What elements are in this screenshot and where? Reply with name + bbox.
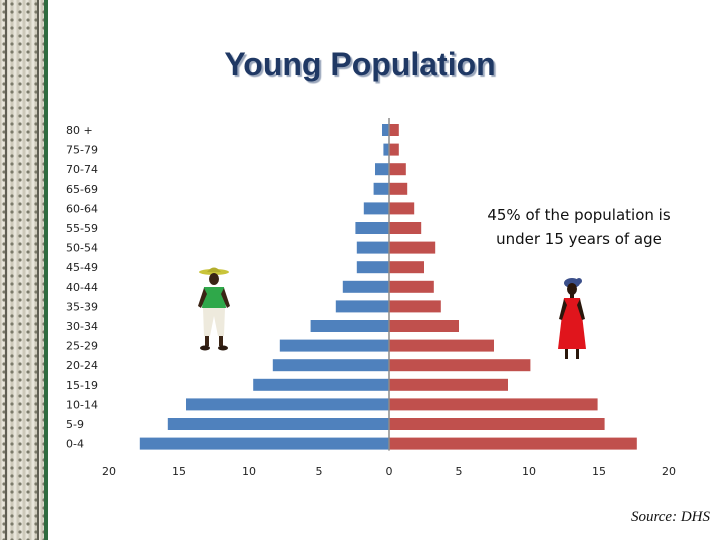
y-tick-label: 45-49: [66, 261, 98, 274]
bar-right: [389, 124, 399, 136]
bar-left: [342, 280, 389, 293]
bar-left: [335, 300, 389, 313]
y-tick-label: 50-54: [66, 242, 98, 255]
bar-right: [389, 378, 508, 391]
bar-right: [389, 418, 605, 430]
bar-right: [389, 280, 434, 293]
bar-right: [389, 163, 406, 176]
decorative-border: [0, 0, 44, 540]
y-tick-label: 30-34: [66, 320, 98, 333]
bar-left: [253, 378, 389, 391]
bar-left: [186, 398, 389, 411]
chart-title: Young Population: [224, 46, 496, 82]
x-tick-label: 10: [242, 465, 256, 478]
x-tick-label: 10: [522, 465, 536, 478]
bar-right: [389, 261, 424, 274]
y-tick-label: 0-4: [66, 438, 84, 451]
y-tick-label: 75-79: [66, 144, 98, 157]
bar-left: [383, 143, 389, 156]
bar-right: [389, 241, 436, 254]
bar-left: [382, 124, 389, 136]
bar-right: [389, 202, 415, 215]
x-tick-label: 20: [102, 465, 116, 478]
x-tick-label: 0: [386, 465, 393, 478]
bar-left: [310, 320, 389, 332]
y-tick-label: 40-44: [66, 281, 98, 294]
bar-right: [389, 182, 408, 195]
y-tick-label: 15-19: [66, 379, 98, 392]
bar-left: [139, 437, 389, 450]
bar-right: [389, 222, 422, 234]
bar-left: [279, 339, 389, 352]
x-tick-label: 15: [172, 465, 186, 478]
bar-right: [389, 398, 598, 411]
bar-right: [389, 143, 399, 156]
x-tick-label: 15: [592, 465, 606, 478]
y-tick-label: 10-14: [66, 398, 98, 411]
bar-left: [167, 418, 389, 430]
bar-left: [356, 261, 389, 274]
y-tick-label: 5-9: [66, 418, 84, 431]
bar-right: [389, 300, 441, 313]
bar-left: [373, 182, 389, 195]
bar-left: [356, 241, 389, 254]
bar-left: [375, 163, 389, 176]
y-tick-label: 80 +: [66, 124, 93, 137]
bar-right: [389, 359, 531, 372]
decorative-border-edge: [44, 0, 48, 540]
bar-right: [389, 339, 494, 352]
bar-right: [389, 320, 459, 332]
y-tick-label: 25-29: [66, 340, 98, 353]
y-tick-label: 55-59: [66, 222, 98, 235]
man-with-hat-icon: [198, 267, 230, 351]
bar-left: [355, 222, 389, 234]
woman-in-red-dress-icon: [558, 278, 586, 359]
y-tick-label: 60-64: [66, 202, 98, 215]
y-tick-label: 70-74: [66, 163, 98, 176]
source-note: Source: DHS: [630, 509, 710, 525]
y-tick-label: 35-39: [66, 300, 98, 313]
bar-left: [363, 202, 389, 215]
x-tick-label: 5: [456, 465, 463, 478]
x-tick-label: 20: [662, 465, 676, 478]
y-tick-label: 20-24: [66, 359, 98, 372]
bar-right: [389, 437, 637, 450]
x-tick-label: 5: [316, 465, 323, 478]
annotation-text: 45% of the population is under 15 years …: [487, 206, 671, 248]
y-tick-label: 65-69: [66, 183, 98, 196]
bar-left: [272, 359, 389, 372]
